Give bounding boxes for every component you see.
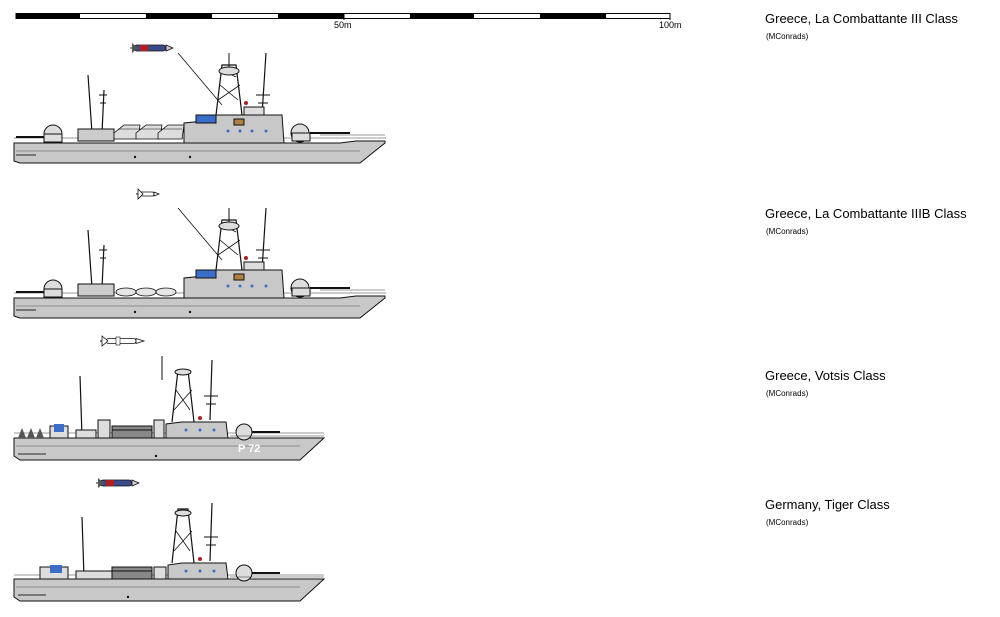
ship-credit-4: (MConrads) bbox=[766, 518, 809, 527]
scale-label-50m: 50m bbox=[334, 20, 352, 30]
ship-credit-3: (MConrads) bbox=[766, 389, 809, 398]
ship-drawing-votsis: P 72 bbox=[13, 356, 326, 461]
ship-credit-2: (MConrads) bbox=[766, 227, 809, 236]
ship-title-4: Germany, Tiger Class bbox=[765, 497, 890, 512]
scale-label-100m: 100m bbox=[659, 20, 682, 30]
svg-text:P 72: P 72 bbox=[238, 443, 260, 455]
penguin-missile-icon bbox=[136, 188, 161, 200]
exocet-missile-icon bbox=[96, 478, 141, 488]
ship-title-3: Greece, Votsis Class bbox=[765, 368, 886, 383]
exocet-missile-icon bbox=[130, 43, 175, 53]
ship-drawing-la-combattante-iiib bbox=[13, 207, 386, 319]
ship-drawing-tiger bbox=[13, 502, 326, 602]
ship-credit-1: (MConrads) bbox=[766, 32, 809, 41]
harpoon-missile-icon bbox=[100, 335, 146, 347]
scale-bar bbox=[15, 13, 671, 20]
ship-title-2: Greece, La Combattante IIIB Class bbox=[765, 206, 967, 221]
ship-drawing-la-combattante-iii bbox=[13, 52, 386, 164]
ship-title-1: Greece, La Combattante III Class bbox=[765, 11, 958, 26]
